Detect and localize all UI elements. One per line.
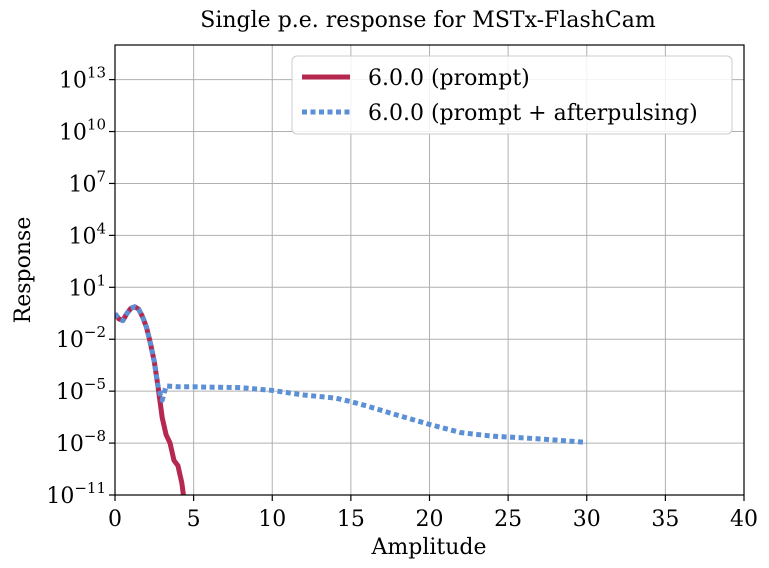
y-tick-label: 10−11 (46, 479, 106, 509)
x-tick-label: 10 (258, 507, 286, 532)
y-tick-label: 107 (68, 167, 106, 197)
legend-box (291, 55, 733, 135)
chart-title: Single p.e. response for MSTx-FlashCam (200, 8, 656, 33)
legend-label-prompt: 6.0.0 (prompt) (368, 66, 530, 91)
series-line-afterpulsing (115, 304, 587, 445)
x-tick-label: 30 (573, 507, 601, 532)
y-tick-label: 1013 (59, 64, 106, 94)
x-tick-label: 25 (494, 507, 522, 532)
y-tick-label: 104 (68, 219, 106, 249)
x-axis-label: Amplitude (370, 535, 486, 560)
y-tick-label: 10−8 (56, 427, 106, 457)
x-tick-label: 15 (337, 507, 365, 532)
x-tick-label: 40 (730, 507, 758, 532)
series-layer (115, 304, 587, 495)
y-tick-label: 1010 (59, 116, 106, 146)
legend: 6.0.0 (prompt) 6.0.0 (prompt + afterpuls… (291, 55, 733, 135)
legend-label-afterpulsing: 6.0.0 (prompt + afterpulsing) (368, 101, 698, 126)
x-tick-label: 5 (187, 507, 201, 532)
y-tick-label: 101 (68, 271, 106, 301)
x-tick-label: 20 (416, 507, 444, 532)
y-tick-label: 10−2 (56, 323, 106, 353)
y-axis-label: Response (11, 217, 36, 324)
x-tick-label: 0 (108, 507, 122, 532)
x-tick-label: 35 (651, 507, 679, 532)
axis-ticks: 0 5 10 15 20 25 30 35 40 10−11 10−8 10−5 10−2 101 104 1… (46, 64, 758, 532)
y-tick-label: 10−5 (56, 375, 106, 405)
